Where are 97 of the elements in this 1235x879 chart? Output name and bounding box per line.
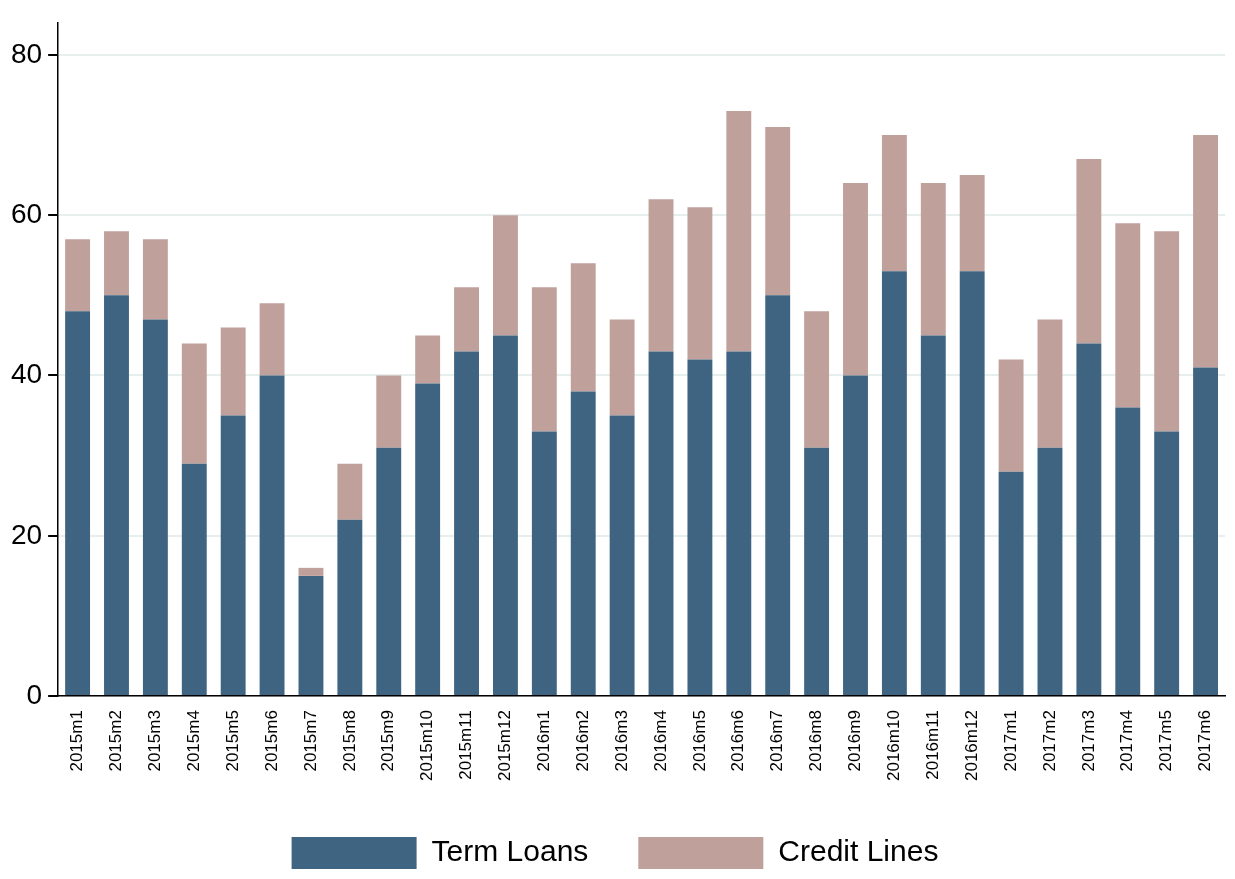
bar — [881, 135, 907, 272]
x-tick-label: 2015m4 — [183, 710, 203, 772]
bar — [1154, 231, 1180, 432]
bar — [1037, 319, 1063, 448]
bar — [1193, 135, 1218, 368]
bar — [298, 567, 324, 576]
x-tick-label: 2015m1 — [67, 710, 87, 772]
x-tick-label: 2016m10 — [884, 710, 904, 781]
x-tick-label: 2015m7 — [300, 710, 320, 772]
bar — [492, 335, 518, 696]
x-tick-label: 2015m5 — [222, 710, 242, 772]
x-tick-label: 2017m2 — [1039, 710, 1059, 772]
y-tick-label: 0 — [26, 678, 43, 710]
y-tick-label: 80 — [10, 37, 43, 69]
bar — [492, 215, 518, 336]
bar — [376, 375, 402, 448]
bar — [142, 239, 168, 320]
bar — [1193, 367, 1218, 696]
bar — [1115, 223, 1141, 408]
x-tick-label: 2015m10 — [417, 710, 437, 781]
bar — [259, 375, 285, 696]
bar — [687, 207, 713, 360]
bar — [570, 263, 596, 392]
bar — [181, 463, 207, 696]
bar — [959, 175, 985, 272]
x-tick-label: 2016m11 — [922, 710, 942, 780]
x-tick-label: 2015m11 — [456, 710, 476, 780]
x-tick-label: 2016m5 — [689, 710, 709, 772]
bar — [726, 351, 752, 696]
bar — [765, 295, 791, 696]
x-tick-label: 2016m4 — [650, 710, 670, 772]
bar — [531, 287, 557, 432]
bar — [298, 575, 324, 696]
bar — [609, 319, 635, 416]
x-tick-label: 2017m5 — [1156, 710, 1176, 772]
bar — [998, 471, 1024, 696]
bar — [415, 383, 441, 696]
bar — [648, 199, 674, 352]
x-tick-label: 2016m6 — [728, 710, 748, 772]
x-tick-label: 2015m6 — [261, 710, 281, 772]
bar — [881, 271, 907, 696]
bar — [804, 447, 830, 696]
x-tick-label: 2017m4 — [1117, 710, 1137, 772]
bar — [1076, 159, 1102, 344]
x-tick-label: 2016m9 — [845, 710, 865, 772]
bar — [415, 335, 441, 384]
x-tick-label: 2016m7 — [767, 710, 787, 772]
bar — [259, 303, 285, 376]
x-tick-label: 2017m1 — [1000, 710, 1020, 772]
bar — [1037, 447, 1063, 696]
x-tick-label: 2016m3 — [611, 710, 631, 772]
x-tick-label: 2015m3 — [145, 710, 165, 772]
bar — [181, 343, 207, 464]
bar — [687, 359, 713, 696]
bar — [65, 311, 91, 696]
bar — [454, 351, 479, 696]
bar — [531, 431, 557, 696]
x-tick-label: 2015m12 — [495, 710, 515, 781]
bar — [609, 415, 635, 696]
bar — [220, 327, 246, 416]
bar — [648, 351, 674, 696]
x-tick-label: 2015m8 — [339, 710, 359, 772]
legend-label: Credit Lines — [778, 834, 939, 868]
bar — [104, 231, 129, 296]
bar — [65, 239, 91, 312]
x-tick-label: 2017m3 — [1078, 710, 1098, 772]
bar — [1154, 431, 1180, 696]
bar — [570, 391, 596, 696]
y-tick-label: 40 — [10, 358, 43, 390]
bar — [1076, 343, 1102, 696]
bar — [104, 295, 129, 696]
bar — [1115, 407, 1141, 696]
x-tick-label: 2016m8 — [806, 710, 826, 772]
bar — [959, 271, 985, 696]
y-tick-label: 60 — [10, 197, 43, 229]
bar — [337, 519, 363, 696]
bar — [843, 183, 868, 376]
bar — [920, 335, 946, 696]
bar — [843, 375, 868, 696]
bar — [142, 319, 168, 696]
y-tick-label: 20 — [10, 518, 43, 550]
x-tick-label: 2016m2 — [572, 710, 592, 772]
bar — [920, 183, 946, 336]
bar — [220, 415, 246, 696]
bar — [804, 311, 830, 448]
x-tick-label: 2016m12 — [961, 710, 981, 781]
x-tick-label: 2016m1 — [534, 710, 554, 772]
bar — [337, 463, 363, 520]
bar — [765, 127, 791, 296]
bar — [454, 287, 479, 352]
legend-label: Term Loans — [431, 834, 589, 868]
x-tick-label: 2015m2 — [106, 710, 126, 772]
x-tick-label: 2015m9 — [378, 710, 398, 772]
bar — [726, 110, 752, 352]
x-tick-label: 2017m6 — [1195, 710, 1215, 772]
bar — [998, 359, 1024, 472]
bar — [376, 447, 402, 696]
